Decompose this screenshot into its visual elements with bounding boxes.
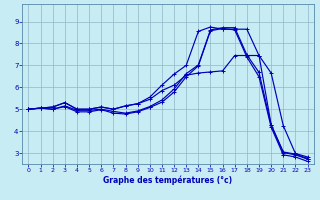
X-axis label: Graphe des températures (°c): Graphe des températures (°c): [103, 176, 233, 185]
